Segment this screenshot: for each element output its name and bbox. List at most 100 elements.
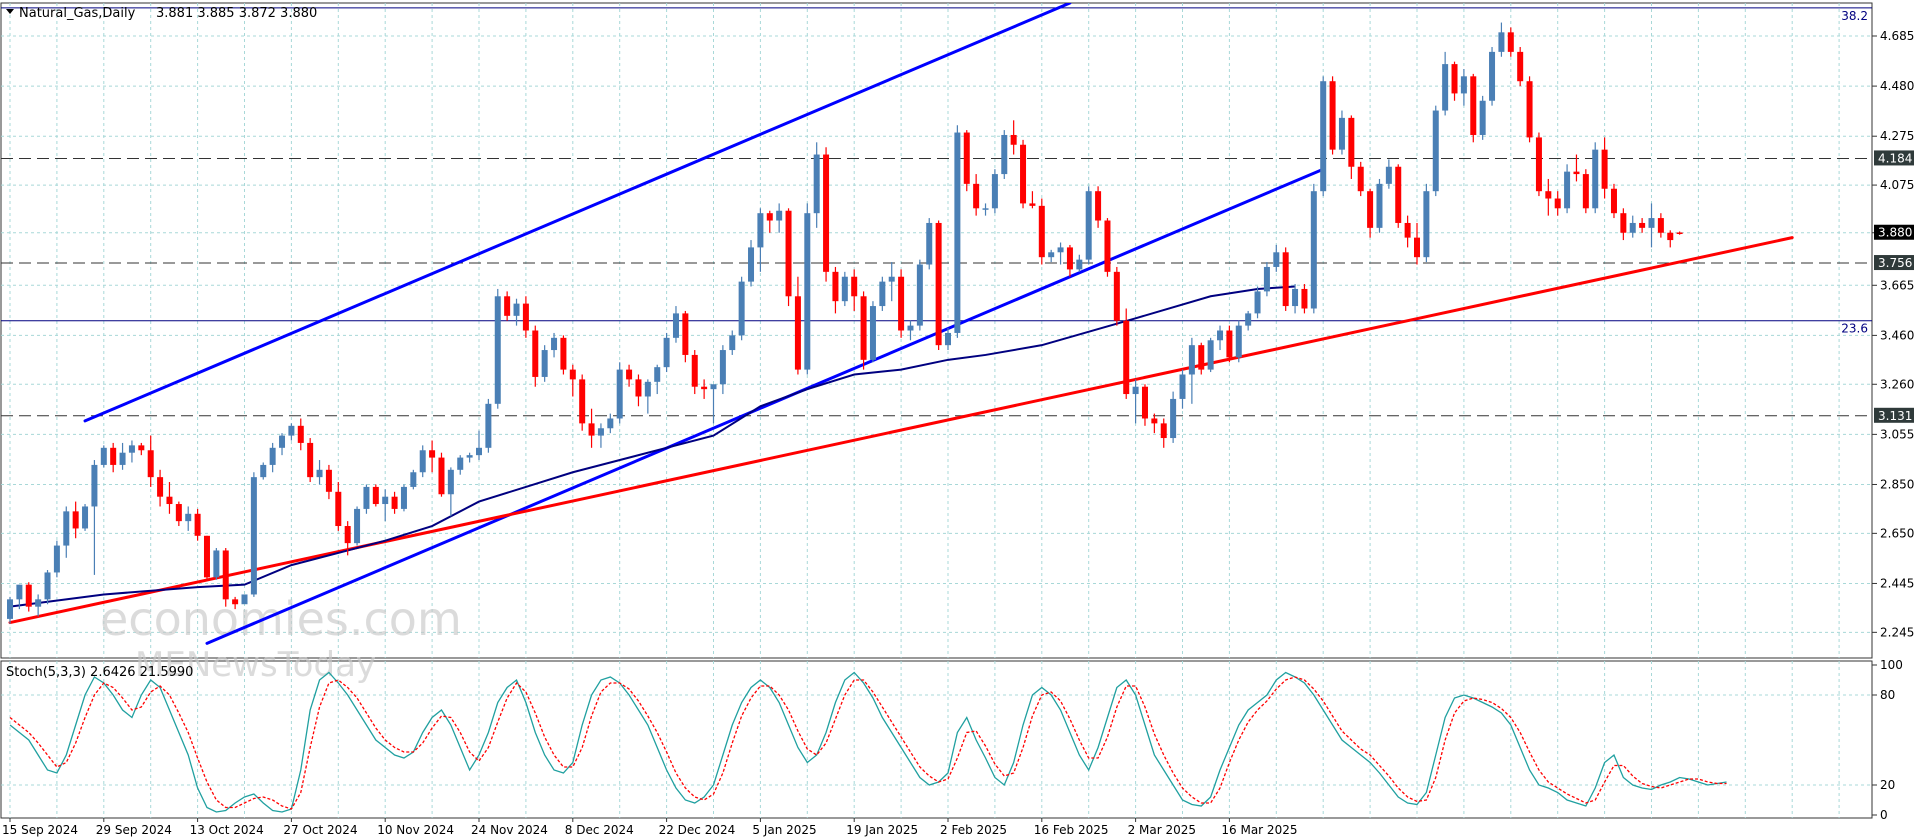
candle-up xyxy=(1217,330,1224,341)
candle-up xyxy=(53,545,60,573)
candle-up xyxy=(1273,252,1280,267)
time-tick-label: 2 Feb 2025 xyxy=(940,823,1007,837)
stoch-plot-frame xyxy=(0,660,1873,819)
main-grid xyxy=(1,3,1872,658)
candle-down xyxy=(963,132,970,184)
candle-down xyxy=(588,423,595,436)
time-tick-label: 19 Jan 2025 xyxy=(846,823,918,837)
candle-up xyxy=(1648,218,1655,228)
time-tick-label: 8 Dec 2024 xyxy=(565,823,634,837)
candle-down xyxy=(1620,213,1627,233)
time-tick-label: 24 Nov 2024 xyxy=(471,823,548,837)
candle-up xyxy=(926,222,933,265)
time-tick-label: 13 Oct 2024 xyxy=(190,823,264,837)
candle-up xyxy=(91,464,98,507)
candle-up xyxy=(813,154,820,214)
candle-up xyxy=(419,450,426,473)
candle-up xyxy=(7,599,13,619)
candle-down xyxy=(1367,191,1374,228)
candle-up xyxy=(1629,222,1636,233)
candle-up xyxy=(738,281,745,336)
candle-up xyxy=(1338,117,1345,150)
candle-down xyxy=(147,450,154,478)
candle-down xyxy=(1141,386,1148,419)
candle-down xyxy=(504,296,511,316)
candle-up xyxy=(954,132,961,333)
candle-down xyxy=(973,183,980,209)
candle-down xyxy=(1282,252,1289,307)
candle-up xyxy=(100,447,107,465)
stoch-tick-label: 100 xyxy=(1880,658,1903,672)
level-tag-bg xyxy=(1874,150,1914,166)
candle-up xyxy=(1057,247,1064,253)
candle-up xyxy=(382,496,389,505)
menu-triangle-icon[interactable] xyxy=(6,9,14,14)
candle-up xyxy=(1076,259,1083,270)
candle-down xyxy=(1020,144,1027,204)
candle-down xyxy=(1301,288,1308,309)
candle-up xyxy=(663,337,670,368)
candle-down xyxy=(1095,191,1102,221)
candle-up xyxy=(907,325,914,331)
candle-down xyxy=(682,313,689,355)
stoch-grid xyxy=(1,661,1872,818)
candle-up xyxy=(400,486,407,509)
time-tick-label: 2 Mar 2025 xyxy=(1128,823,1196,837)
candle-up xyxy=(1254,291,1261,314)
candle-up xyxy=(916,264,923,326)
candle-down xyxy=(1066,247,1073,270)
candle-down xyxy=(851,276,858,297)
candle-down xyxy=(1414,237,1420,258)
candle-down xyxy=(832,271,839,302)
candle-down xyxy=(1667,232,1674,241)
candle-down xyxy=(522,303,529,331)
candle-up xyxy=(260,464,267,478)
candle-up xyxy=(1498,32,1505,52)
candle-up xyxy=(476,447,482,456)
candle-up xyxy=(485,403,492,448)
channel-lower xyxy=(205,167,1325,645)
candle-up xyxy=(551,337,558,351)
candle-up xyxy=(1207,340,1214,370)
candle-up xyxy=(1489,51,1496,101)
price-tick-label: 2.650 xyxy=(1880,526,1914,540)
time-tick-label: 15 Sep 2024 xyxy=(2,823,78,837)
candle-down xyxy=(391,496,398,509)
candle-up xyxy=(804,213,811,370)
candle-down xyxy=(1601,149,1608,189)
candle-up xyxy=(879,281,886,307)
candle-down xyxy=(438,457,445,495)
time-tick-label: 22 Dec 2024 xyxy=(659,823,736,837)
candle-down xyxy=(785,210,792,297)
candle-up xyxy=(513,303,520,316)
price-tick-label: 2.245 xyxy=(1880,625,1914,639)
current-price-bg xyxy=(1874,224,1914,240)
candle-up xyxy=(1188,345,1195,375)
candle-down xyxy=(1113,271,1120,321)
candle-up xyxy=(1179,374,1186,399)
stoch-tick-label: 0 xyxy=(1880,808,1888,822)
candle-up xyxy=(288,425,295,436)
candle-down xyxy=(203,535,210,578)
candle-up xyxy=(241,594,248,605)
candle-up xyxy=(672,313,679,338)
candle-down xyxy=(110,447,117,465)
candle-down xyxy=(1676,232,1683,234)
candle-down xyxy=(1451,64,1458,94)
candle-down xyxy=(1395,166,1402,223)
stoch-axis: 100 80 20 0 xyxy=(1872,658,1903,822)
candle-up xyxy=(1245,313,1252,326)
candle-up xyxy=(654,367,661,382)
candle-down xyxy=(635,379,642,397)
channel-upper xyxy=(83,3,1072,423)
candle-down xyxy=(532,330,539,377)
candle-up xyxy=(119,452,126,465)
candle-down xyxy=(222,550,229,600)
candle-down xyxy=(1526,81,1533,138)
candle-up xyxy=(1310,191,1317,309)
candle-down xyxy=(860,296,867,360)
candle-up xyxy=(1132,386,1139,395)
price-tick-label: 3.665 xyxy=(1880,278,1914,292)
price-tick-label: 4.275 xyxy=(1880,129,1914,143)
candle-down xyxy=(560,337,567,370)
